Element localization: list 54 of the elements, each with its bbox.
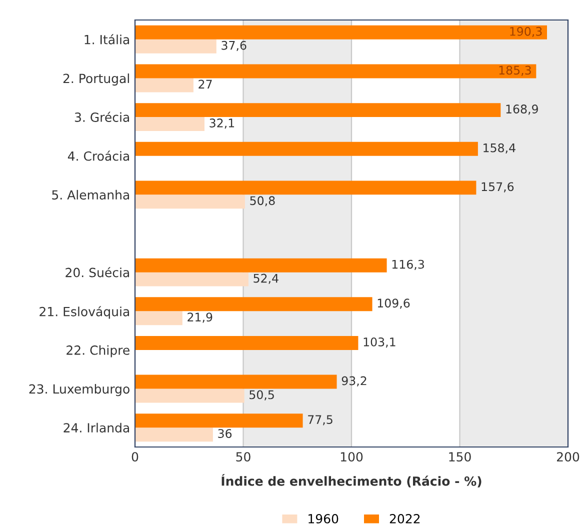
bar <box>135 272 248 286</box>
bar <box>135 117 204 132</box>
data-label: 190,3 <box>510 26 542 38</box>
data-label: 52,4 <box>254 274 278 284</box>
x-tick-label: 50 <box>236 452 250 462</box>
legend-label: 1960 <box>308 514 338 524</box>
x-tick-label: 150 <box>449 452 471 462</box>
y-tick-label: 22. Chipre <box>66 345 130 358</box>
bar <box>135 336 358 350</box>
bar <box>135 258 387 272</box>
y-tick-label: 20. Suécia <box>66 267 130 278</box>
bar <box>135 374 337 389</box>
data-label: 109,6 <box>378 298 410 309</box>
bar <box>135 25 547 40</box>
bar <box>135 414 303 428</box>
data-label: 37,6 <box>222 40 246 52</box>
x-tick-label: 0 <box>132 452 138 462</box>
bar <box>135 142 478 156</box>
y-tick-label: 23. Luxemburgo <box>29 384 130 396</box>
bar <box>135 297 372 312</box>
y-tick-label: 5. Alemanha <box>52 190 130 200</box>
data-label: 103,1 <box>364 337 396 348</box>
data-label: 157,6 <box>482 182 514 192</box>
x-tick-label: 200 <box>556 452 580 462</box>
bar <box>135 194 245 209</box>
data-label: 158,4 <box>484 143 516 154</box>
data-label: 185,3 <box>499 66 531 76</box>
bar <box>135 39 216 54</box>
data-label: 116,3 <box>392 260 424 270</box>
y-tick-label: 1. Itália <box>84 34 130 44</box>
data-label: 36 <box>218 429 232 438</box>
data-label: 50,8 <box>250 196 275 206</box>
y-tick-label: 21. Eslováquia <box>40 306 130 319</box>
data-label: 21,9 <box>188 312 212 323</box>
y-tick-label: 4. Croácia <box>68 150 130 161</box>
y-tick-label: 2. Portugal <box>63 73 129 86</box>
data-label: 77,5 <box>308 415 332 426</box>
bar <box>135 78 194 92</box>
bar <box>135 180 476 195</box>
bar <box>135 388 244 403</box>
data-label: 168,9 <box>506 104 538 115</box>
bar <box>135 428 213 442</box>
data-label: 32,1 <box>210 118 234 129</box>
x-tick-label: 100 <box>340 452 363 462</box>
y-tick-label: 3. Grécia <box>74 112 130 122</box>
y-tick-label: 24. Irlanda <box>64 422 130 433</box>
data-label: 50,5 <box>250 390 274 400</box>
legend-label: 2022 <box>390 514 420 524</box>
data-label: 93,2 <box>342 376 366 386</box>
data-label: 27 <box>198 80 212 88</box>
bar <box>135 311 182 326</box>
bar <box>135 64 536 78</box>
bar <box>135 103 501 118</box>
x-axis-title: Índice de envelhecimento (Rácio - %) <box>222 474 482 488</box>
